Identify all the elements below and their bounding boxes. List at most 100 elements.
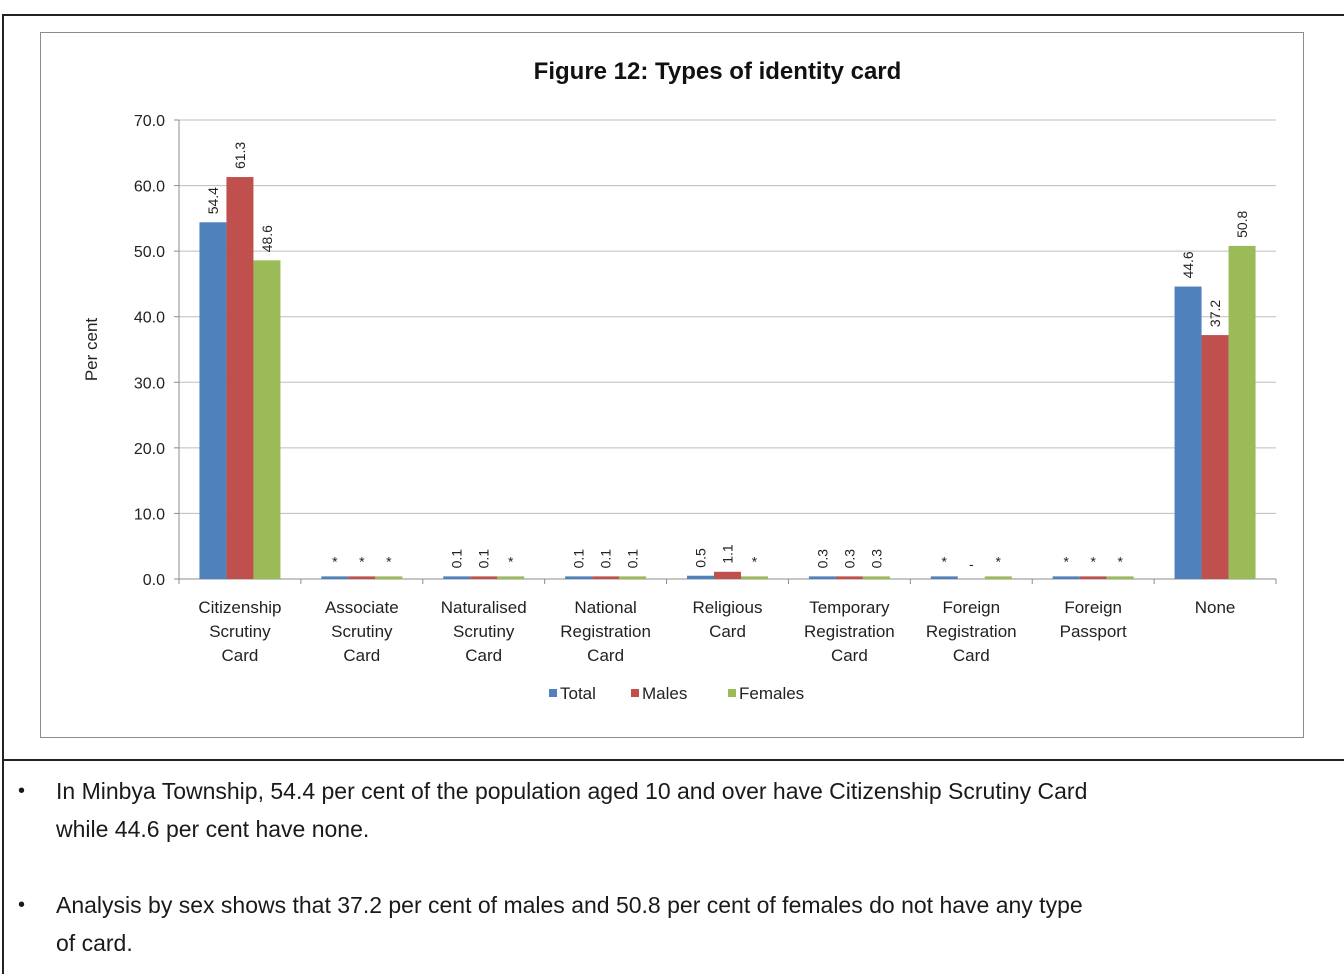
x-tick-label: Registration <box>804 622 895 641</box>
x-tick-label: Associate <box>325 598 399 617</box>
data-label: 0.3 <box>814 549 830 569</box>
bullet-text-line: of card. <box>56 930 133 956</box>
y-tick-label: 10.0 <box>134 506 165 523</box>
bar-total <box>443 576 471 579</box>
x-tick-label: Citizenship <box>198 598 281 617</box>
bar-females <box>619 576 647 579</box>
data-label: 50.8 <box>1234 210 1250 237</box>
bar-males <box>1079 576 1107 579</box>
data-label: * <box>996 553 1002 569</box>
page-frame <box>2 14 1344 974</box>
bullet-symbol: • <box>18 894 26 916</box>
data-label: 54.4 <box>205 187 221 214</box>
x-tick-label: Card <box>709 622 746 641</box>
bar-males <box>226 177 254 579</box>
legend-label: Total <box>560 684 596 703</box>
x-tick-label: Card <box>222 646 259 665</box>
legend-swatch <box>549 689 557 697</box>
bar-females <box>862 576 890 579</box>
bar-total <box>199 222 227 579</box>
y-axis-label: Per cent <box>82 318 101 382</box>
y-tick-label: 70.0 <box>134 113 165 130</box>
bar-females <box>1228 245 1256 579</box>
data-label: * <box>1090 553 1096 569</box>
data-label: * <box>942 553 948 569</box>
chart-panel: Figure 12: Types of identity card 0.0 10.0… <box>40 32 1304 738</box>
bullet-symbol: • <box>18 780 26 802</box>
y-tick-label: 20.0 <box>134 441 165 458</box>
y-tick-label: 40.0 <box>134 310 165 327</box>
data-label: 48.6 <box>259 225 275 252</box>
x-tick-label: Scrutiny <box>453 622 515 641</box>
x-tick-label: Card <box>465 646 502 665</box>
bullet-text: Analysis by sex shows that 37.2 per cent… <box>56 886 1344 962</box>
x-tick-label: Registration <box>560 622 651 641</box>
bar-males <box>714 571 741 579</box>
bar-females <box>497 576 525 579</box>
bar-total <box>321 576 349 579</box>
bar-total <box>1174 286 1202 579</box>
bar-total <box>1052 576 1080 579</box>
legend-swatch <box>728 689 736 697</box>
x-tick-label: National <box>574 598 636 617</box>
bar-females <box>741 576 768 579</box>
legend-swatch <box>631 689 639 697</box>
data-label: 0.1 <box>449 549 465 569</box>
data-label: * <box>752 553 758 569</box>
bullet-text-line: Analysis by sex shows that 37.2 per cent… <box>56 892 1083 918</box>
data-label: * <box>359 553 365 569</box>
data-label: 0.1 <box>625 549 641 569</box>
legend-label: Males <box>642 684 687 703</box>
y-tick-label: 50.0 <box>134 244 165 261</box>
data-label: * <box>508 553 514 569</box>
data-label: 1.1 <box>720 544 736 564</box>
bullet-text-line: In Minbya Township, 54.4 per cent of the… <box>56 778 1088 804</box>
x-tick-label: Foreign <box>942 598 1000 617</box>
y-tick-label: 30.0 <box>134 375 165 392</box>
x-tick-label: Religious <box>693 598 763 617</box>
bar-males <box>1201 335 1229 579</box>
y-tick-label: 0.0 <box>143 572 165 589</box>
data-label: - <box>969 556 974 572</box>
x-tick-label: Scrutiny <box>209 622 271 641</box>
bar-females <box>984 576 1012 579</box>
bar-total <box>565 576 593 579</box>
x-tick-label: Card <box>343 646 380 665</box>
data-label: * <box>332 553 338 569</box>
x-tick-label: Temporary <box>809 598 890 617</box>
bar-males <box>348 576 376 579</box>
bar-males <box>470 576 498 579</box>
bar-males <box>592 576 620 579</box>
bar-total <box>808 576 836 579</box>
bar-males <box>835 576 863 579</box>
bar-total <box>687 575 714 579</box>
bullet-text-line: while 44.6 per cent have none. <box>56 816 370 842</box>
data-label: * <box>386 553 392 569</box>
bullet-text: In Minbya Township, 54.4 per cent of the… <box>56 772 1344 848</box>
x-tick-label: Card <box>587 646 624 665</box>
data-label: 44.6 <box>1180 251 1196 278</box>
data-label: 0.3 <box>841 549 857 569</box>
bar-females <box>375 576 403 579</box>
x-tick-label: Registration <box>926 622 1017 641</box>
chart-title: Figure 12: Types of identity card <box>534 58 902 85</box>
data-label: 61.3 <box>232 142 248 169</box>
x-tick-label: Scrutiny <box>331 622 393 641</box>
x-tick-label: Card <box>831 646 868 665</box>
x-tick-label: Naturalised <box>441 598 527 617</box>
data-label: 37.2 <box>1207 300 1223 327</box>
x-tick-label: Foreign <box>1064 598 1122 617</box>
data-label: * <box>1063 553 1069 569</box>
data-label: 0.1 <box>571 549 587 569</box>
data-label: 0.1 <box>598 549 614 569</box>
bar-chart: Figure 12: Types of identity card 0.0 10.0… <box>82 58 1277 703</box>
x-tick-label: Card <box>953 646 990 665</box>
data-label: * <box>1117 553 1123 569</box>
x-tick-label: Passport <box>1060 622 1127 641</box>
y-tick-label: 60.0 <box>134 179 165 196</box>
bar-total <box>930 576 958 579</box>
data-label: 0.1 <box>476 549 492 569</box>
bar-females <box>253 260 281 579</box>
section-divider <box>2 759 1344 761</box>
legend-label: Females <box>739 684 804 703</box>
